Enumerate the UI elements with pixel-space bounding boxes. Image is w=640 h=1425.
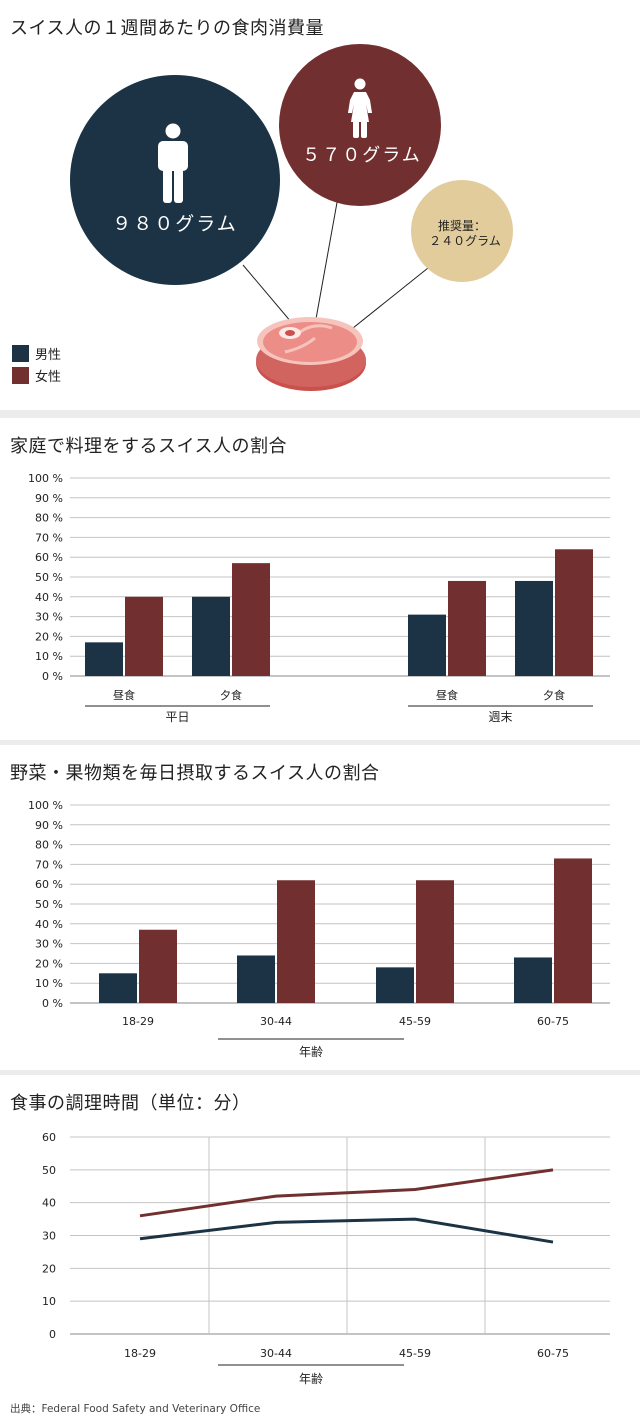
bar-female xyxy=(448,580,486,676)
cooking-y-tick-label: 70 % xyxy=(35,531,63,544)
legend-swatch-female xyxy=(12,366,29,384)
prep-x-tick-label: 18-29 xyxy=(124,1347,156,1360)
legend-label-male: 男性 xyxy=(35,347,62,363)
veg-x-tick-label: 30-44 xyxy=(260,1015,292,1028)
bar-male xyxy=(408,614,446,676)
steak-icon xyxy=(256,317,366,391)
cooking-bar-chart: 0 % 10 % 20 % 30 % 40 % 50 % 60 % 70 % 80 % 90 % 1… xyxy=(28,472,610,724)
recommended-label-line1: 推奨量： xyxy=(438,219,486,233)
recommended-amount-label: ２４０グラム xyxy=(429,234,501,248)
prep-y-tick-label: 20 xyxy=(42,1262,56,1275)
veg-y-tick-label: 20 % xyxy=(35,957,63,970)
bar-female xyxy=(232,563,270,676)
legend-item-male: 男性 xyxy=(12,342,61,364)
line-female xyxy=(139,1168,554,1218)
veg-x-tick-label: 60-75 xyxy=(537,1015,569,1028)
meat-legend: 男性 女性 xyxy=(12,342,61,386)
prep-y-tick-label: 40 xyxy=(42,1197,56,1210)
cooking-x-tick-label: 昼食 xyxy=(436,688,458,702)
legend-item-female: 女性 xyxy=(12,364,61,386)
prep-y-tick-label: 10 xyxy=(42,1295,56,1308)
veg-y-tick-label: 60 % xyxy=(35,878,63,891)
veg-y-tick-label: 40 % xyxy=(35,918,63,931)
veg-y-tick-label: 30 % xyxy=(35,938,63,951)
prep-y-tick-label: 0 xyxy=(49,1328,56,1341)
female-connector-line xyxy=(313,196,339,331)
legend-swatch-male xyxy=(12,344,29,362)
cooking-y-tick-label: 40 % xyxy=(35,591,63,604)
female-amount-label: ５７０グラム xyxy=(302,145,421,166)
veg-y-tick-label: 90 % xyxy=(35,819,63,832)
bar-female xyxy=(555,549,593,676)
prep-line-chart: 0 10 20 30 40 50 60 18-29 30-44 45-59 60-75 年齢 xyxy=(42,1131,610,1386)
cooking-y-tick-label: 80 % xyxy=(35,512,63,525)
veg-chart-title: 野菜・果物類を毎日摂取するスイス人の割合 xyxy=(10,763,380,784)
cooking-y-tick-label: 60 % xyxy=(35,551,63,564)
bar-male xyxy=(514,957,552,1003)
veg-y-tick-label: 0 % xyxy=(42,997,63,1010)
veg-y-tick-label: 50 % xyxy=(35,898,63,911)
male-amount-label: ９８０グラム xyxy=(112,213,237,235)
prep-x-tick-label: 45-59 xyxy=(399,1347,431,1360)
veg-x-axis-title: 年齢 xyxy=(299,1044,323,1059)
bar-female xyxy=(277,880,315,1003)
veg-y-tick-label: 80 % xyxy=(35,839,63,852)
female-circle xyxy=(279,44,441,206)
bar-female xyxy=(416,880,454,1003)
legend-label-female: 女性 xyxy=(35,369,62,385)
bar-male xyxy=(515,580,553,676)
cooking-x-tick-label: 夕食 xyxy=(220,688,242,702)
cooking-group-label: 平日 xyxy=(165,710,189,724)
meat-infographic: ９８０グラム ５７０グラム 推奨量： ２４０グラム xyxy=(70,44,513,391)
meat-panel: スイス人の１週間あたりの食肉消費量 ９８０グラム ５７０グラム 推奨量： ２４０… xyxy=(0,0,640,410)
veg-y-tick-label: 10 % xyxy=(35,977,63,990)
prep-x-axis-title: 年齢 xyxy=(299,1371,323,1386)
bar-male xyxy=(237,955,275,1003)
cooking-y-tick-label: 0 % xyxy=(42,670,63,683)
prep-x-tick-label: 30-44 xyxy=(260,1347,292,1360)
bar-female xyxy=(554,858,592,1003)
veg-panel: 野菜・果物類を毎日摂取するスイス人の割合 0 % 10 % 20 % 30 % 40 %… xyxy=(0,745,640,1070)
cooking-y-tick-label: 100 % xyxy=(28,472,63,485)
veg-x-tick-label: 18-29 xyxy=(122,1015,154,1028)
veg-y-tick-label: 70 % xyxy=(35,858,63,871)
bar-male xyxy=(192,596,230,676)
meat-chart-title: スイス人の１週間あたりの食肉消費量 xyxy=(10,18,324,39)
prep-panel: 食事の調理時間（単位：分） 0 10 20 30 40 50 60 18-29 30-44 45-… xyxy=(0,1075,640,1425)
bar-male xyxy=(99,973,137,1003)
bar-male xyxy=(376,967,414,1003)
source-note: 出典：Federal Food Safety and Veterinary Of… xyxy=(10,1403,261,1415)
bar-male xyxy=(85,642,123,676)
cooking-y-tick-label: 10 % xyxy=(35,650,63,663)
cooking-x-tick-label: 昼食 xyxy=(113,688,135,702)
cooking-y-tick-label: 30 % xyxy=(35,611,63,624)
prep-y-tick-label: 60 xyxy=(42,1131,56,1144)
line-male xyxy=(139,1217,554,1244)
cooking-y-tick-label: 20 % xyxy=(35,630,63,643)
cooking-x-tick-label: 夕食 xyxy=(543,688,565,702)
prep-x-tick-label: 60-75 xyxy=(537,1347,569,1360)
prep-y-tick-label: 30 xyxy=(42,1230,56,1243)
veg-bar-chart: 0 % 10 % 20 % 30 % 40 % 50 % 60 % 70 % 80 % 90 % 1… xyxy=(28,799,610,1059)
cooking-group-label: 週末 xyxy=(488,710,512,724)
veg-x-tick-label: 45-59 xyxy=(399,1015,431,1028)
cooking-y-tick-label: 50 % xyxy=(35,571,63,584)
recommended-circle xyxy=(411,180,513,282)
male-person-icon xyxy=(158,123,188,203)
cooking-chart-title: 家庭で料理をするスイス人の割合 xyxy=(10,436,287,457)
veg-y-tick-label: 100 % xyxy=(28,799,63,812)
prep-y-tick-label: 50 xyxy=(42,1164,56,1177)
prep-chart-title: 食事の調理時間（単位：分） xyxy=(10,1093,251,1114)
bar-female xyxy=(139,929,177,1003)
cooking-panel: 家庭で料理をするスイス人の割合 0 % 10 % 20 % 30 % 40 % 50 % 6… xyxy=(0,418,640,740)
bar-female xyxy=(125,596,163,676)
cooking-y-tick-label: 90 % xyxy=(35,492,63,505)
female-person-icon xyxy=(348,78,372,138)
